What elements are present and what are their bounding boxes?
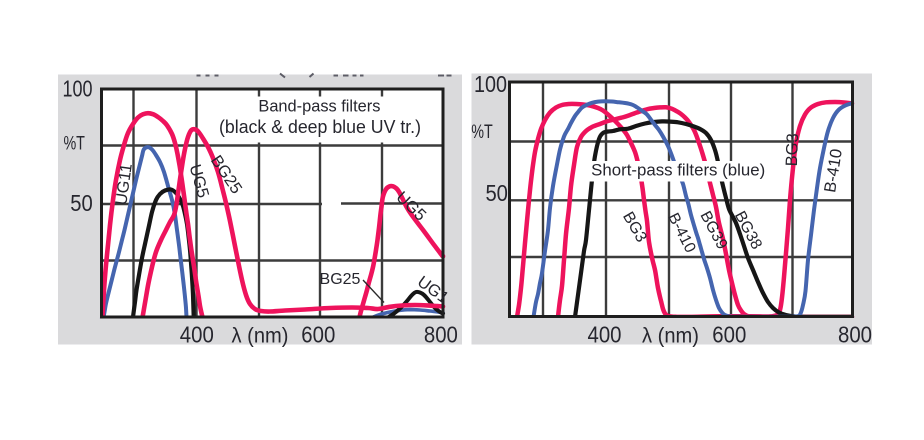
svg-text:800: 800 bbox=[838, 321, 872, 347]
svg-text:800: 800 bbox=[424, 321, 458, 347]
svg-text:BG25: BG25 bbox=[320, 271, 361, 288]
svg-text:λ (nm): λ (nm) bbox=[642, 324, 699, 347]
svg-text:%T: %T bbox=[471, 121, 493, 143]
svg-text:600: 600 bbox=[301, 321, 335, 347]
svg-text:100: 100 bbox=[63, 76, 93, 102]
svg-text:λ (nm): λ (nm) bbox=[232, 324, 289, 347]
svg-text:50: 50 bbox=[70, 190, 93, 216]
svg-text:UG11: UG11 bbox=[112, 162, 136, 206]
svg-text:400: 400 bbox=[180, 321, 214, 347]
svg-text:600: 600 bbox=[712, 321, 746, 347]
svg-text:50: 50 bbox=[485, 180, 508, 206]
svg-text:100: 100 bbox=[474, 71, 507, 97]
svg-text:Band-pass filters: Band-pass filters bbox=[258, 97, 380, 116]
svg-text:400: 400 bbox=[588, 321, 622, 347]
svg-text:Short-pass filters (blue): Short-pass filters (blue) bbox=[591, 162, 765, 180]
svg-text:(black & deep blue UV tr.): (black & deep blue UV tr.) bbox=[219, 117, 421, 137]
svg-text:BG3: BG3 bbox=[783, 133, 802, 167]
svg-text:%T: %T bbox=[63, 132, 85, 154]
